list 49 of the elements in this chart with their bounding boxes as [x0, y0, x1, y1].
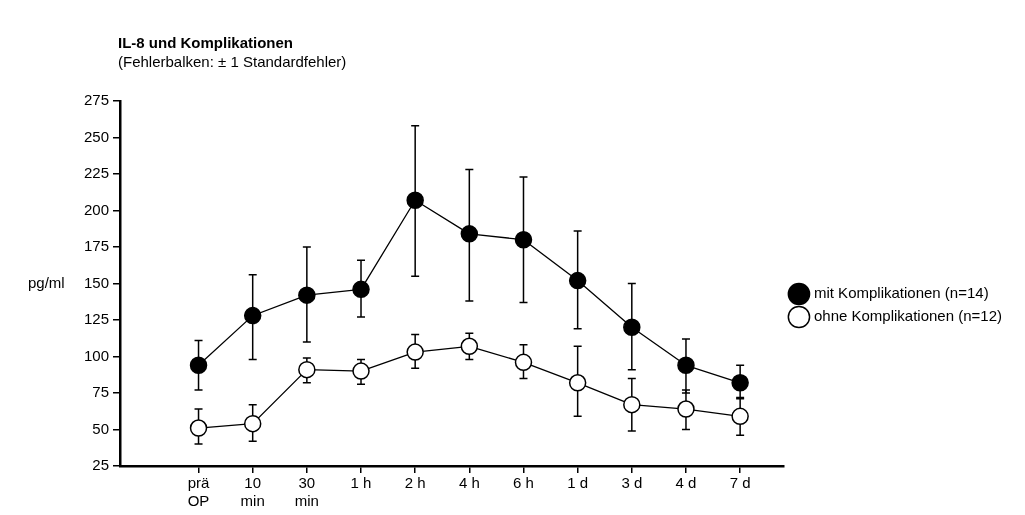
- y-tick-label: 275: [83, 91, 109, 109]
- x-tick-label: 1 d: [567, 474, 589, 492]
- x-tick-label: 4 d: [675, 474, 697, 492]
- y-tick-label: 150: [83, 273, 109, 291]
- point: [243, 414, 262, 433]
- point: [731, 407, 749, 426]
- point: [623, 318, 641, 337]
- y-tick-label: 250: [83, 127, 109, 145]
- y-tick-label: 100: [83, 346, 109, 364]
- y-tick-label: 25: [92, 456, 109, 474]
- y-tick-label: 125: [83, 310, 109, 328]
- y-tick-label: 200: [83, 200, 109, 218]
- legend-label: ohne Komplikationen (n=12): [813, 307, 1002, 325]
- x-tick-label: 7 d: [729, 474, 751, 492]
- y-tick-label: 175: [83, 237, 109, 255]
- y-axis-title: pg/ml: [28, 273, 65, 291]
- point: [352, 280, 370, 299]
- chart-title: IL-8 und Komplikationen: [118, 34, 294, 52]
- legend-label: mit Komplikationen (n=14): [813, 284, 989, 302]
- point: [514, 230, 533, 249]
- chart-subtitle: (Fehlerbalken: ± 1 Standardfehler): [118, 52, 348, 72]
- point: [352, 362, 370, 380]
- point: [406, 191, 424, 210]
- point: [189, 356, 208, 375]
- y-tick-label: 50: [92, 419, 109, 437]
- x-tick-label: 30 min: [294, 474, 319, 510]
- x-tick-label: 6 h: [513, 474, 534, 492]
- point: [460, 337, 479, 356]
- x-tick-label: 1 h: [350, 474, 372, 492]
- point: [460, 225, 479, 243]
- point: [514, 353, 533, 372]
- y-tick-label: 75: [92, 383, 109, 401]
- point: [568, 271, 587, 290]
- x-tick-label: prä OP: [187, 474, 211, 510]
- point: [243, 306, 262, 325]
- x-tick-label: 2 h: [404, 474, 426, 492]
- y-tick-label: 225: [83, 164, 109, 182]
- point: [298, 360, 316, 379]
- point: [298, 286, 316, 304]
- point: [406, 343, 424, 361]
- point: [568, 374, 587, 392]
- x-tick-label: 4 h: [458, 474, 480, 492]
- point: [623, 395, 641, 414]
- point: [189, 419, 208, 437]
- x-tick-label: 3 d: [621, 474, 643, 492]
- point: [677, 400, 695, 418]
- point: [731, 374, 749, 392]
- point: [677, 356, 695, 375]
- x-tick-label: 10 min: [240, 474, 265, 510]
